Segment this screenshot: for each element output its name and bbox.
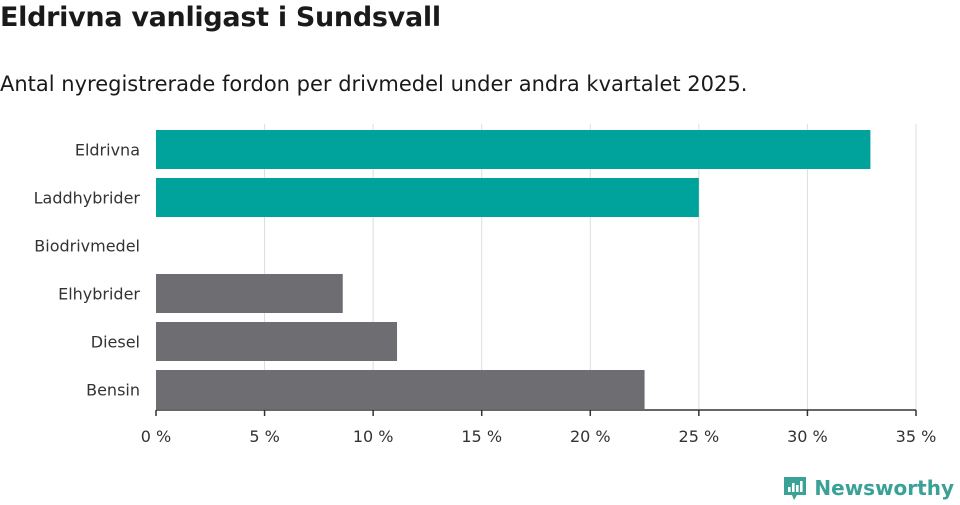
bar-chart: Eldrivna Laddhybrider Biodrivmedel Elhybrid… <box>34 124 937 446</box>
x-tick-label: 5 % <box>249 427 279 446</box>
bar <box>156 130 871 169</box>
x-tick-label: 10 % <box>353 427 394 446</box>
bar <box>156 274 343 313</box>
brand-name: Newsworthy <box>814 476 954 500</box>
category-label: Elhybrider <box>58 285 140 304</box>
chart-subtitle: Antal nyregistrerade fordon per drivmede… <box>0 72 748 96</box>
x-tick-label: 0 % <box>141 427 171 446</box>
category-label: Bensin <box>86 381 140 400</box>
gridlines <box>264 124 917 410</box>
bars <box>156 130 871 409</box>
category-labels: Eldrivna Laddhybrider Biodrivmedel Elhybrid… <box>34 141 141 400</box>
bar <box>156 322 398 361</box>
category-label: Diesel <box>91 333 140 352</box>
category-label: Eldrivna <box>75 141 140 160</box>
category-label: Biodrivmedel <box>34 237 140 256</box>
x-tick-label: 30 % <box>787 427 828 446</box>
bar <box>156 370 645 409</box>
newsworthy-logo: Newsworthy <box>782 475 954 501</box>
bar <box>156 178 699 217</box>
x-axis: 0 % 5 % 10 % 15 % 20 % 25 % 30 % 35 % <box>141 409 937 446</box>
chart-title: Eldrivna vanligast i Sundsvall <box>0 2 441 33</box>
x-tick-label: 15 % <box>461 427 502 446</box>
x-tick-label: 25 % <box>679 427 720 446</box>
newsworthy-logo-icon <box>784 477 807 500</box>
category-label: Laddhybrider <box>34 189 141 208</box>
x-tick-label: 20 % <box>570 427 611 446</box>
x-tick-label: 35 % <box>896 427 937 446</box>
